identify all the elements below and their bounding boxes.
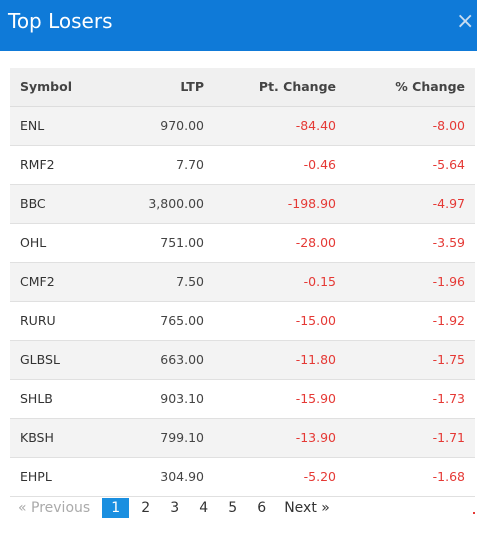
ltp-cell: 799.10 [118, 418, 214, 458]
ltp-cell: 970.00 [118, 106, 214, 146]
ltp-cell: 663.00 [118, 340, 214, 380]
pt-change-cell: -0.15 [214, 262, 346, 302]
table-row[interactable]: BBC 3,800.00 -198.90 -4.97 [10, 184, 475, 224]
symbol-cell: SHLB [10, 379, 118, 419]
pct-change-cell: -1.96 [346, 262, 475, 302]
pt-change-cell: -15.90 [214, 379, 346, 419]
page-5-button[interactable]: 5 [228, 500, 238, 516]
table-row[interactable]: GLBSL 663.00 -11.80 -1.75 [10, 340, 475, 380]
pt-change-cell: -15.00 [214, 301, 346, 341]
page-6-button[interactable]: 6 [257, 500, 267, 516]
ltp-cell: 751.00 [118, 223, 214, 263]
ltp-cell: 3,800.00 [118, 184, 214, 224]
pct-change-cell: -1.73 [346, 379, 475, 419]
symbol-cell: ENL [10, 106, 118, 146]
table-row[interactable]: SHLB 903.10 -15.90 -1.73 [10, 379, 475, 419]
page-4-button[interactable]: 4 [199, 500, 209, 516]
ltp-cell: 903.10 [118, 379, 214, 419]
ltp-cell: 304.90 [118, 457, 214, 497]
pct-change-cell: -1.68 [346, 457, 475, 497]
ltp-cell: 7.50 [118, 262, 214, 302]
ltp-cell: 765.00 [118, 301, 214, 341]
table-row[interactable]: KBSH 799.10 -13.90 -1.71 [10, 418, 475, 458]
top-losers-table: Symbol LTP Pt. Change % Change ENL 970.0… [10, 68, 475, 497]
table-row[interactable]: CMF2 7.50 -0.15 -1.96 [10, 262, 475, 302]
symbol-cell: KBSH [10, 418, 118, 458]
table-row[interactable]: RMF2 7.70 -0.46 -5.64 [10, 145, 475, 185]
pt-change-cell: -198.90 [214, 184, 346, 224]
pct-change-cell: -4.97 [346, 184, 475, 224]
pt-change-cell: -13.90 [214, 418, 346, 458]
symbol-cell: RMF2 [10, 145, 118, 185]
symbol-cell: CMF2 [10, 262, 118, 302]
symbol-cell: RURU [10, 301, 118, 341]
symbol-cell: OHL [10, 223, 118, 263]
table-row[interactable]: OHL 751.00 -28.00 -3.59 [10, 223, 475, 263]
column-header-pct-change[interactable]: % Change [346, 68, 475, 107]
previous-page-button[interactable]: « Previous [18, 500, 91, 516]
pct-change-cell: -5.64 [346, 145, 475, 185]
modal-header: Top Losers × [0, 0, 477, 51]
table-row[interactable]: RURU 765.00 -15.00 -1.92 [10, 301, 475, 341]
ltp-cell: 7.70 [118, 145, 214, 185]
decorative-dot [473, 512, 475, 514]
pagination: « Previous 1 2 3 4 5 6 Next » [18, 498, 330, 518]
column-header-symbol[interactable]: Symbol [10, 68, 118, 107]
pct-change-cell: -1.75 [346, 340, 475, 380]
symbol-cell: BBC [10, 184, 118, 224]
table-header-row: Symbol LTP Pt. Change % Change [10, 68, 475, 107]
pt-change-cell: -84.40 [214, 106, 346, 146]
symbol-cell: GLBSL [10, 340, 118, 380]
next-page-button[interactable]: Next » [284, 500, 330, 516]
page-3-button[interactable]: 3 [170, 500, 180, 516]
page-2-button[interactable]: 2 [141, 500, 151, 516]
pct-change-cell: -1.71 [346, 418, 475, 458]
column-header-ltp[interactable]: LTP [118, 68, 214, 107]
table-row[interactable]: ENL 970.00 -84.40 -8.00 [10, 106, 475, 146]
symbol-cell: EHPL [10, 457, 118, 497]
table-row[interactable]: EHPL 304.90 -5.20 -1.68 [10, 457, 475, 497]
close-icon[interactable]: × [456, 9, 475, 34]
pt-change-cell: -28.00 [214, 223, 346, 263]
pt-change-cell: -5.20 [214, 457, 346, 497]
modal-title: Top Losers [8, 9, 113, 33]
pt-change-cell: -11.80 [214, 340, 346, 380]
pt-change-cell: -0.46 [214, 145, 346, 185]
pct-change-cell: -8.00 [346, 106, 475, 146]
pct-change-cell: -1.92 [346, 301, 475, 341]
column-header-pt-change[interactable]: Pt. Change [214, 68, 346, 107]
page-1-button[interactable]: 1 [102, 498, 130, 518]
pct-change-cell: -3.59 [346, 223, 475, 263]
